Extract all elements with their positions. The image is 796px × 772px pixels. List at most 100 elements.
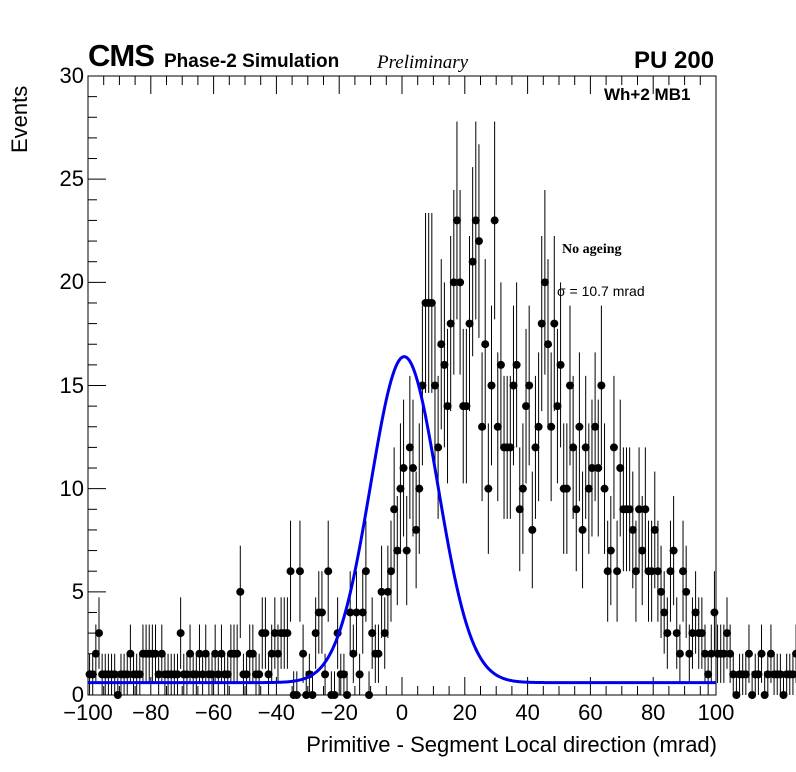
data-point bbox=[484, 423, 493, 554]
point-marker bbox=[575, 422, 584, 431]
point-marker bbox=[346, 608, 355, 617]
data-point bbox=[578, 471, 587, 589]
data-point bbox=[349, 624, 358, 683]
point-marker bbox=[192, 670, 201, 679]
point-marker bbox=[383, 587, 392, 596]
x-axis-title: Primitive - Segment Local direction (mra… bbox=[306, 732, 717, 757]
data-point bbox=[518, 423, 527, 554]
data-point bbox=[707, 624, 716, 683]
point-marker bbox=[358, 608, 367, 617]
point-marker bbox=[515, 505, 524, 514]
point-marker bbox=[609, 443, 618, 452]
data-point bbox=[358, 571, 367, 654]
data-point bbox=[154, 653, 163, 695]
data-point bbox=[757, 624, 766, 683]
status-label: Preliminary bbox=[377, 52, 469, 73]
data-point bbox=[660, 571, 669, 654]
data-point bbox=[682, 545, 691, 638]
point-marker bbox=[707, 649, 716, 658]
data-point bbox=[638, 495, 647, 606]
data-point bbox=[283, 597, 292, 669]
point-marker bbox=[792, 649, 796, 658]
point-marker bbox=[242, 670, 251, 679]
data-point bbox=[528, 471, 537, 589]
point-marker bbox=[377, 587, 386, 596]
point-marker bbox=[660, 608, 669, 617]
point-marker bbox=[126, 649, 135, 658]
experiment-label: CMS bbox=[88, 38, 155, 73]
x-tick-label: 100 bbox=[697, 700, 735, 725]
point-marker bbox=[650, 525, 659, 534]
axis-ticks bbox=[87, 75, 717, 696]
x-tick-label: −80 bbox=[132, 700, 170, 725]
data-point bbox=[317, 571, 326, 654]
data-point bbox=[603, 520, 612, 622]
y-axis-title: Events bbox=[7, 85, 32, 153]
point-marker bbox=[685, 649, 694, 658]
data-point bbox=[691, 571, 700, 654]
point-marker bbox=[390, 505, 399, 514]
data-point bbox=[506, 375, 515, 519]
y-tick-label: 10 bbox=[59, 475, 84, 501]
data-point bbox=[584, 423, 593, 554]
data-point bbox=[657, 545, 666, 638]
point-marker bbox=[606, 546, 615, 555]
point-marker bbox=[468, 257, 477, 266]
point-marker bbox=[474, 237, 483, 246]
point-marker bbox=[399, 464, 408, 473]
point-marker bbox=[198, 670, 207, 679]
data-point bbox=[490, 121, 499, 320]
point-marker bbox=[365, 691, 374, 699]
data-point bbox=[468, 167, 477, 357]
data-point bbox=[415, 423, 424, 554]
data-point bbox=[754, 653, 763, 695]
data-point bbox=[672, 597, 681, 669]
point-marker bbox=[396, 484, 405, 493]
point-marker bbox=[528, 525, 537, 534]
data-point bbox=[547, 352, 556, 502]
y-tick-label: 20 bbox=[59, 269, 84, 295]
data-point bbox=[330, 671, 339, 699]
data-point bbox=[625, 447, 634, 572]
point-marker bbox=[766, 649, 775, 658]
data-point bbox=[493, 352, 502, 502]
point-marker bbox=[186, 649, 195, 658]
data-point bbox=[741, 653, 750, 695]
point-marker bbox=[195, 649, 204, 658]
point-marker bbox=[465, 319, 474, 328]
x-tick-label: 0 bbox=[395, 700, 409, 725]
point-marker bbox=[726, 649, 735, 658]
point-marker bbox=[481, 340, 490, 349]
data-point bbox=[361, 520, 370, 622]
point-marker bbox=[380, 629, 389, 638]
point-marker bbox=[509, 381, 518, 390]
point-marker bbox=[352, 608, 361, 617]
point-marker bbox=[710, 608, 719, 617]
data-point bbox=[270, 597, 279, 669]
point-marker bbox=[393, 546, 402, 555]
data-point bbox=[214, 653, 223, 695]
point-marker bbox=[308, 691, 317, 699]
point-marker bbox=[569, 443, 578, 452]
data-point bbox=[481, 259, 490, 430]
point-marker bbox=[748, 691, 757, 699]
data-point bbox=[515, 447, 524, 572]
point-marker bbox=[675, 649, 684, 658]
x-tick-label: −60 bbox=[194, 700, 233, 725]
point-marker bbox=[355, 670, 364, 679]
data-point bbox=[679, 520, 688, 622]
point-marker bbox=[581, 443, 590, 452]
point-marker bbox=[512, 360, 521, 369]
point-marker bbox=[691, 608, 700, 617]
point-marker bbox=[223, 670, 232, 679]
point-marker bbox=[157, 649, 166, 658]
data-point bbox=[509, 305, 518, 466]
data-point bbox=[405, 375, 414, 519]
data-point bbox=[380, 597, 389, 669]
point-marker bbox=[471, 216, 480, 225]
point-marker bbox=[757, 649, 766, 658]
data-point bbox=[387, 520, 396, 622]
data-point bbox=[399, 399, 408, 537]
point-marker bbox=[722, 629, 731, 638]
data-point bbox=[776, 653, 785, 695]
